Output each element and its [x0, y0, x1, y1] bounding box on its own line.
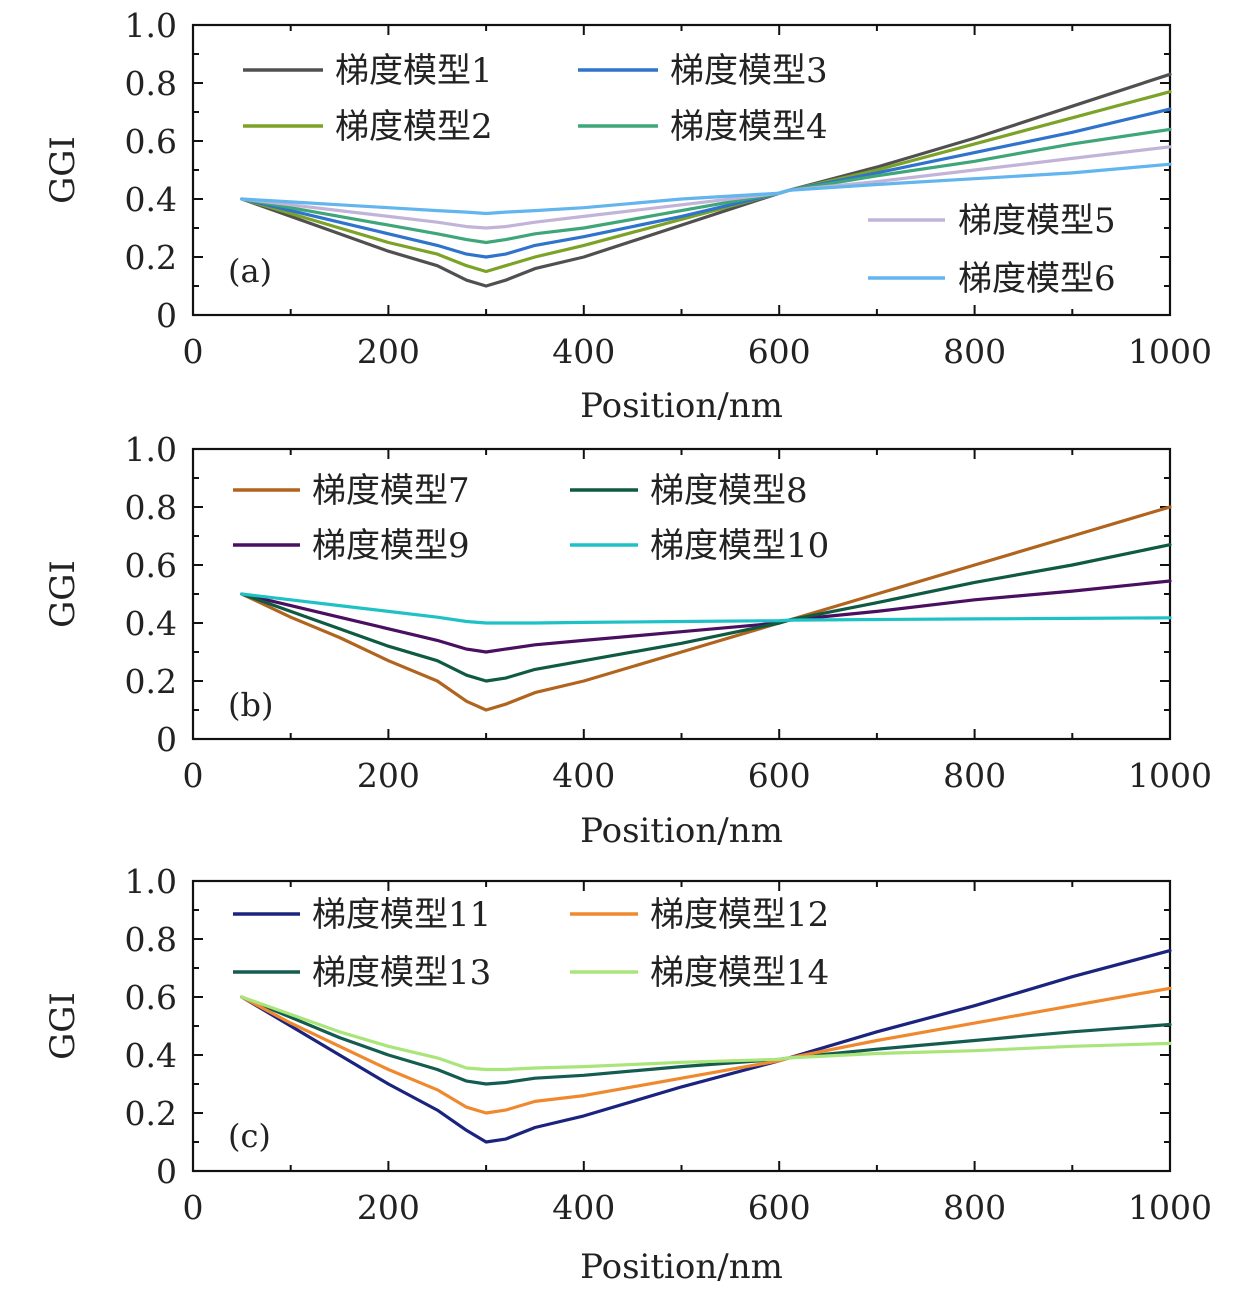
x-tick-label: 800 — [943, 756, 1006, 795]
series-line — [240, 579, 1172, 654]
series-line — [240, 543, 1172, 683]
x-tick-label: 0 — [183, 332, 204, 371]
x-tick-label: 0 — [183, 756, 204, 795]
x-axis-label: Position/nm — [580, 1247, 783, 1287]
x-tick-label: 600 — [748, 756, 811, 795]
series-line — [240, 995, 1172, 1086]
series-line — [240, 162, 1172, 216]
legend-label: 梯度模型5 — [958, 201, 1116, 241]
panel-a: 0 200 400 600 800 1000 0 0.2 0.4 0.6 0.8 1.0 Positio… — [43, 6, 1212, 426]
x-tick-label: 200 — [357, 332, 420, 371]
x-tick-label: 1000 — [1128, 1188, 1212, 1227]
panel-c: 0 200 400 600 800 1000 0 0.2 0.4 0.6 0.8 1.0 Positio… — [43, 862, 1212, 1287]
y-axis-label: GGI — [43, 560, 83, 628]
legend-label: 梯度模型13 — [312, 953, 491, 993]
x-tick-label: 0 — [183, 1188, 204, 1227]
y-tick-label: 1.0 — [125, 862, 177, 901]
y-tick-label: 1.0 — [125, 6, 177, 45]
series-line — [240, 592, 1172, 625]
legend-label: 梯度模型2 — [335, 107, 493, 147]
legend-label: 梯度模型10 — [650, 526, 829, 566]
legend-label: 梯度模型11 — [312, 895, 491, 935]
panel-label: (c) — [228, 1117, 271, 1155]
y-tick-label: 0.2 — [125, 1094, 177, 1133]
y-tick-label: 0 — [156, 296, 177, 335]
legend-label: 梯度模型3 — [670, 51, 828, 91]
x-axis-label: Position/nm — [580, 386, 783, 426]
y-tick-label: 0 — [156, 720, 177, 759]
x-tick-label: 400 — [552, 1188, 615, 1227]
panel-label: (a) — [228, 252, 272, 290]
legend-label: 梯度模型9 — [312, 526, 470, 566]
series-line — [240, 948, 1172, 1144]
x-tick-label: 400 — [552, 332, 615, 371]
series-line — [240, 107, 1172, 259]
series-line — [240, 505, 1172, 712]
y-tick-label: 0.6 — [125, 978, 177, 1017]
legend-label: 梯度模型6 — [958, 259, 1116, 299]
series-line — [240, 995, 1172, 1072]
legend-label: 梯度模型7 — [312, 471, 470, 511]
series-line — [240, 127, 1172, 245]
y-tick-label: 0 — [156, 1152, 177, 1191]
y-tick-label: 0.4 — [125, 604, 177, 643]
y-tick-label: 0.8 — [125, 488, 177, 527]
y-tick-label: 0.8 — [125, 64, 177, 103]
y-axis-label: GGI — [43, 136, 83, 204]
series-line — [240, 90, 1172, 274]
legend-label: 梯度模型8 — [650, 471, 808, 511]
y-tick-label: 0.8 — [125, 920, 177, 959]
legend-label: 梯度模型4 — [670, 107, 828, 147]
y-tick-label: 0.2 — [125, 238, 177, 277]
y-tick-label: 0.6 — [125, 546, 177, 585]
legend-label: 梯度模型14 — [650, 953, 829, 993]
x-tick-label: 800 — [943, 332, 1006, 371]
x-tick-label: 200 — [357, 756, 420, 795]
y-tick-label: 1.0 — [125, 430, 177, 469]
series-line — [240, 72, 1172, 288]
series-line — [240, 145, 1172, 230]
legend-label: 梯度模型1 — [335, 51, 493, 91]
x-axis-label: Position/nm — [580, 811, 783, 851]
y-tick-label: 0.4 — [125, 1036, 177, 1075]
y-tick-label: 0.6 — [125, 122, 177, 161]
x-tick-label: 800 — [943, 1188, 1006, 1227]
y-tick-label: 0.4 — [125, 180, 177, 219]
legend-label: 梯度模型12 — [650, 895, 829, 935]
x-tick-label: 600 — [748, 1188, 811, 1227]
x-tick-label: 400 — [552, 756, 615, 795]
y-tick-label: 0.2 — [125, 662, 177, 701]
x-tick-label: 1000 — [1128, 332, 1212, 371]
y-axis-label: GGI — [43, 992, 83, 1060]
panel-label: (b) — [228, 686, 273, 724]
x-tick-label: 200 — [357, 1188, 420, 1227]
x-tick-label: 1000 — [1128, 756, 1212, 795]
panel-b: 0 200 400 600 800 1000 0 0.2 0.4 0.6 0.8 1.0 Positio… — [43, 430, 1212, 851]
x-tick-label: 600 — [748, 332, 811, 371]
series-line — [240, 986, 1172, 1115]
